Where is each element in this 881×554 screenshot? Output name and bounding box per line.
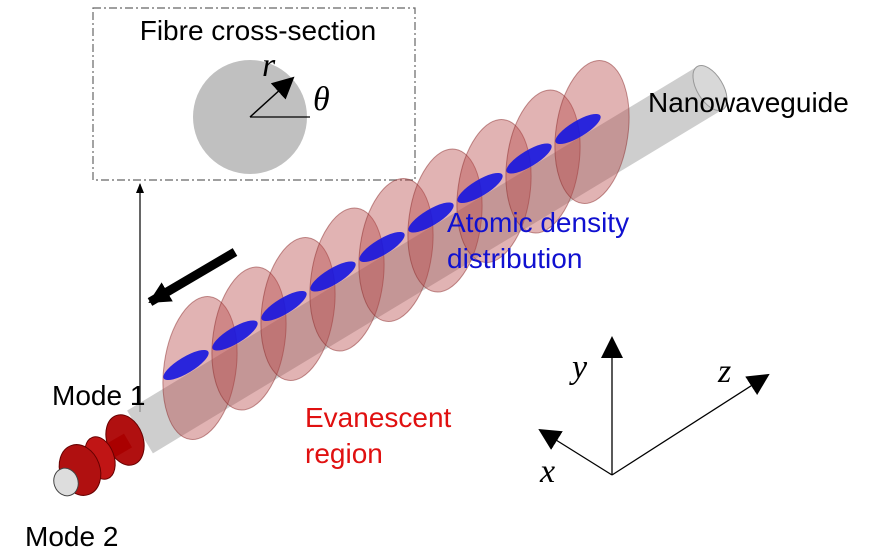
angle-label: θ — [313, 81, 330, 118]
axis-y-label: y — [569, 349, 588, 386]
evanescent-label: Evanescent — [305, 402, 452, 433]
coordinate-axes — [538, 336, 770, 476]
nanowaveguide-label: Nanowaveguide — [648, 87, 849, 118]
atom-cloud — [261, 290, 307, 322]
evanescent-lobe — [554, 60, 630, 204]
mode-1-label: Mode 1 — [52, 380, 145, 411]
radius-label: r — [262, 47, 276, 84]
atom-cloud — [408, 202, 454, 233]
atom-cloud — [212, 320, 258, 351]
evanescent-lobe — [407, 148, 483, 293]
atom-cloud — [506, 143, 552, 174]
inset-title: Fibre cross-section — [140, 15, 377, 46]
axis-z-label: z — [717, 353, 731, 390]
evanescent-lobe — [260, 237, 336, 381]
inset-box — [92, 7, 416, 181]
axis-x-label: x — [539, 453, 555, 490]
mode-2-label: Mode 2 — [25, 521, 118, 552]
radius-arrow — [249, 76, 295, 118]
evanescent-label: region — [305, 438, 383, 469]
evanescent-lobe — [309, 207, 385, 352]
atomic-density-label: distribution — [447, 243, 582, 274]
mode-sources — [53, 414, 145, 497]
evanescent-lobe — [358, 178, 434, 322]
evanescent-lobe — [456, 119, 532, 263]
atom-cloud — [310, 261, 356, 292]
atom-cloud — [555, 113, 601, 145]
evanescent-lobe — [505, 89, 581, 234]
atomic-density-label: Atomic density — [447, 207, 629, 238]
atom-cloud — [163, 349, 209, 381]
atom-cloud — [457, 172, 503, 204]
atom-cloud — [359, 231, 405, 263]
evanescent-lobe — [162, 296, 238, 440]
evanescent-lobe — [211, 266, 287, 411]
evanescent-lobes — [162, 60, 630, 440]
direction-arrow — [147, 248, 238, 306]
